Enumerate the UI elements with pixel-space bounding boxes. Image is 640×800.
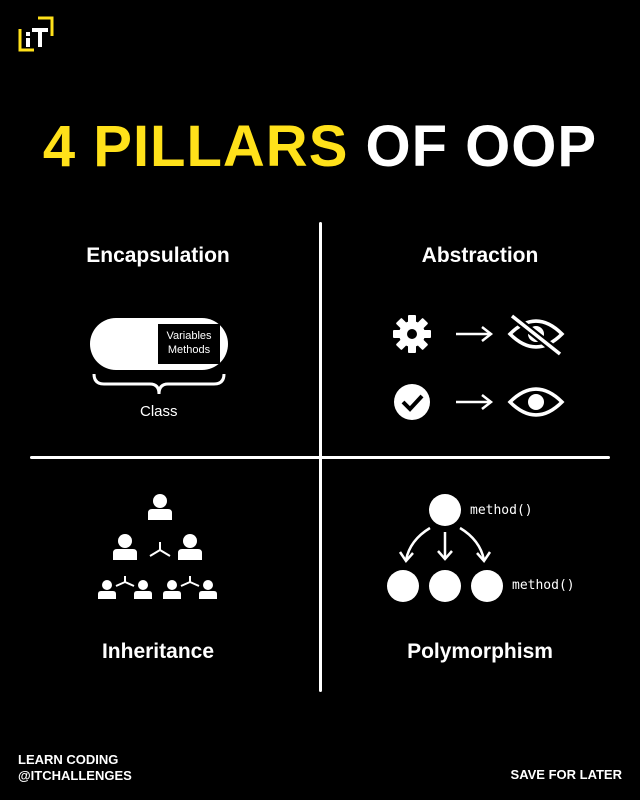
branch-icon (149, 542, 171, 557)
person-icon (134, 580, 152, 599)
encapsulation-capsule: Variables Methods (90, 318, 228, 395)
child-node (387, 570, 419, 602)
capsule-variables-text: Variables (166, 330, 212, 342)
title-accent: 4 PILLARS (42, 114, 349, 179)
footer-line1: LEARN CODING (18, 752, 119, 767)
person-icon (148, 494, 172, 520)
person-icon (163, 580, 181, 599)
inheritance-tree (98, 494, 217, 599)
page-title: 4 PILLARS OF OOP (0, 112, 640, 182)
brace-icon (92, 373, 226, 395)
capsule-methods-text: Methods (168, 344, 211, 356)
arrow-right-icon (456, 394, 494, 410)
abstraction-label: Abstraction (421, 244, 539, 267)
check-circle-icon (394, 384, 430, 420)
parent-node (429, 494, 461, 526)
class-label: Class (140, 403, 178, 420)
eye-icon (507, 387, 565, 417)
itchallenges-logo (18, 16, 54, 52)
save-for-later: SAVE FOR LATER (510, 767, 622, 782)
arrow-right-icon (456, 326, 494, 342)
footer-handle: @ITCHALLENGES (18, 768, 132, 783)
child-node (471, 570, 503, 602)
abstraction-diagram (393, 312, 565, 420)
person-icon (178, 534, 202, 560)
person-icon (113, 534, 137, 560)
encapsulation-label: Encapsulation (86, 244, 230, 267)
horizontal-divider (30, 456, 610, 459)
inheritance-label: Inheritance (101, 640, 215, 663)
footer-credit: LEARN CODING @ITCHALLENGES (18, 752, 132, 784)
title-rest: OF OOP (365, 114, 598, 179)
branch-icon (115, 576, 200, 587)
person-icon (199, 580, 217, 599)
polymorphism-label: Polymorphism (407, 640, 553, 663)
top-method-label: method() (470, 503, 533, 518)
polymorphism-diagram (387, 494, 503, 602)
child-node (429, 570, 461, 602)
curved-arrow-icon (398, 526, 492, 564)
bottom-method-label: method() (512, 578, 575, 593)
person-icon (98, 580, 116, 599)
eye-off-icon (507, 312, 565, 358)
gear-icon (393, 315, 431, 353)
